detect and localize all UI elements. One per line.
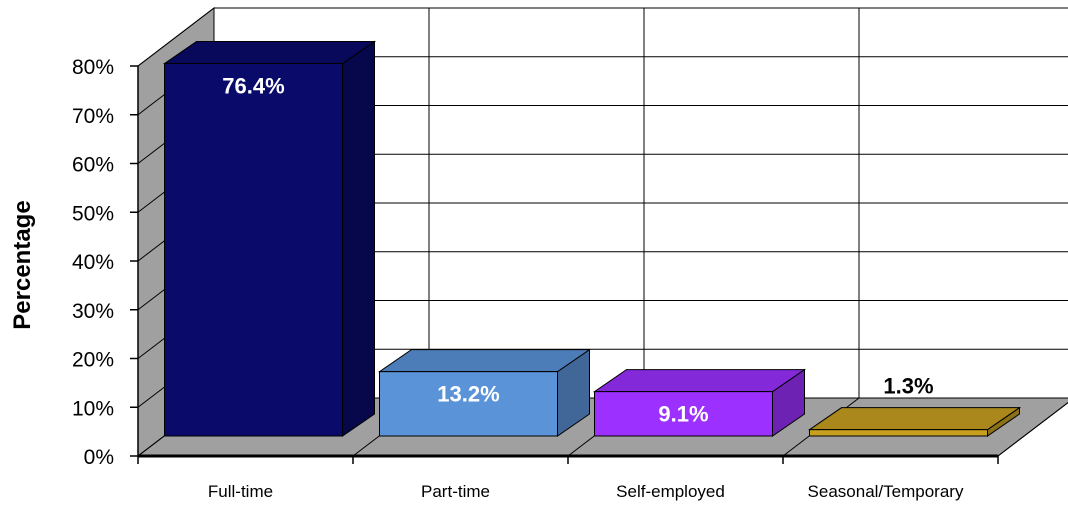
data-label: 76.4% [222,74,284,99]
bar-part-time [377,348,592,437]
gridline-side [137,7,215,67]
bar-front [594,391,773,437]
y-tick-label: 0% [84,446,114,469]
axes [130,65,999,464]
data-label: 9.1% [658,402,708,427]
bar-seasonal-temporary [807,406,1022,437]
bar-full-time [162,40,377,437]
bars [162,40,1022,437]
y-tick-label: 40% [72,251,114,274]
bar-top [807,407,1022,431]
bar-front [164,63,343,437]
x-tick-label: Part-time [421,482,490,501]
x-tick-label: Self-employed [616,482,725,501]
y-tick-label: 70% [72,105,114,128]
labels: 0% 10% 20% 30% 40% 50% 60% 70% 80% 76.4% Full-time… [72,56,964,501]
data-label: 13.2% [437,382,499,407]
bar-front [379,371,558,437]
bar-self-employed [592,368,807,437]
x-tick-label: Seasonal/Temporary [808,482,964,501]
y-tick-label: 80% [72,56,114,79]
y-tick-label: 50% [72,202,114,225]
y-tick-label: 10% [72,397,114,420]
y-axis-label: Percentage [9,200,36,329]
bar-top [592,369,807,393]
y-tick-label: 30% [72,300,114,323]
bar-front [809,429,988,437]
y-tick-label: 60% [72,154,114,177]
floor-divider [997,401,1068,457]
data-label: 1.3% [883,374,933,399]
bar-top [377,349,592,373]
bar-top [162,41,377,65]
x-tick-label: Full-time [208,482,273,501]
bar-side [342,40,375,437]
y-tick-label: 20% [72,349,114,372]
